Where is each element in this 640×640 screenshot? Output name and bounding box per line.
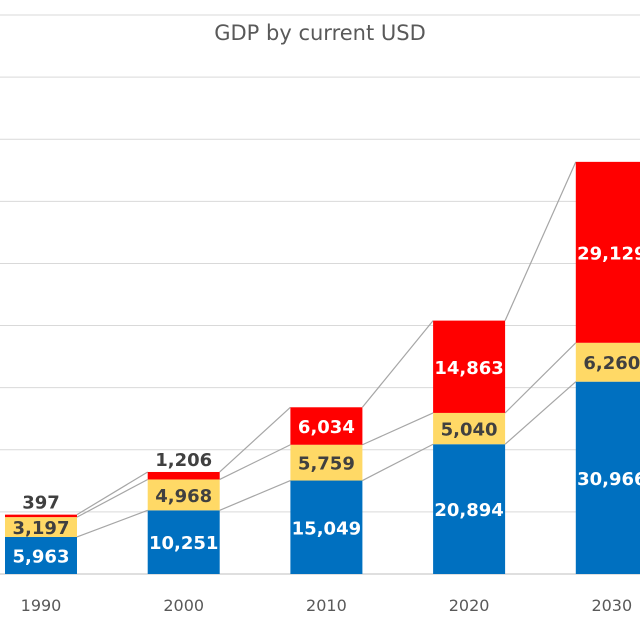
- bar-segment: [290, 407, 363, 445]
- bar-segment: [575, 381, 640, 574]
- x-axis-ticks: 1990 2000 2010 2020 2030: [21, 596, 633, 615]
- data-label: 14,863: [434, 358, 503, 379]
- bar-segment: [5, 536, 77, 574]
- series-line: [219, 444, 291, 481]
- series-line: [76, 509, 148, 538]
- data-label: 4,968: [155, 486, 212, 507]
- x-tick-label: 2000: [163, 596, 204, 615]
- x-tick-label: 2030: [591, 596, 632, 615]
- bar-segment: [575, 161, 640, 343]
- bar-segment: [433, 412, 506, 445]
- data-label: 397: [22, 493, 60, 514]
- data-label: 30,966: [577, 469, 640, 490]
- bar-segment: [433, 444, 506, 574]
- series-line: [361, 320, 434, 408]
- series-line: [76, 478, 148, 518]
- chart-title: GDP by current USD: [214, 21, 426, 45]
- data-label: 6,034: [298, 417, 355, 438]
- data-label: 5,759: [298, 454, 355, 475]
- x-tick-label: 1990: [21, 596, 62, 615]
- series-line: [504, 342, 577, 414]
- data-label: 29,129: [577, 243, 640, 264]
- bar-segment: [147, 510, 220, 574]
- data-label: 5,963: [13, 546, 70, 567]
- series-line: [504, 381, 577, 445]
- series-line: [76, 471, 149, 516]
- series-line: [219, 479, 291, 511]
- data-label: 3,197: [13, 518, 70, 539]
- bars: [5, 161, 640, 574]
- bar-segment: [147, 471, 220, 480]
- series-lines: [76, 161, 577, 538]
- data-label: 10,251: [149, 533, 218, 554]
- bar-segment: [290, 444, 363, 481]
- series-line: [362, 443, 434, 482]
- series-line: [362, 412, 434, 446]
- bar-segment: [147, 479, 220, 511]
- data-label: 5,040: [441, 420, 498, 441]
- series-line: [219, 406, 291, 473]
- data-label: 15,049: [292, 518, 361, 539]
- data-label: 20,894: [434, 500, 503, 521]
- gridlines: [0, 14, 640, 575]
- bar-segment: [5, 514, 77, 518]
- bar-segment: [433, 320, 506, 413]
- x-tick-label: 2020: [449, 596, 490, 615]
- data-label: 1,206: [155, 450, 212, 471]
- x-tick-label: 2010: [306, 596, 347, 615]
- data-label: 6,260: [583, 353, 640, 374]
- bar-segment: [5, 517, 77, 537]
- bar-segment: [290, 480, 363, 574]
- data-labels: 5,963 10,251 15,049 20,894 30,966 3,197 4,968 5…: [13, 243, 640, 567]
- series-line: [504, 161, 577, 321]
- bar-segment: [575, 342, 640, 382]
